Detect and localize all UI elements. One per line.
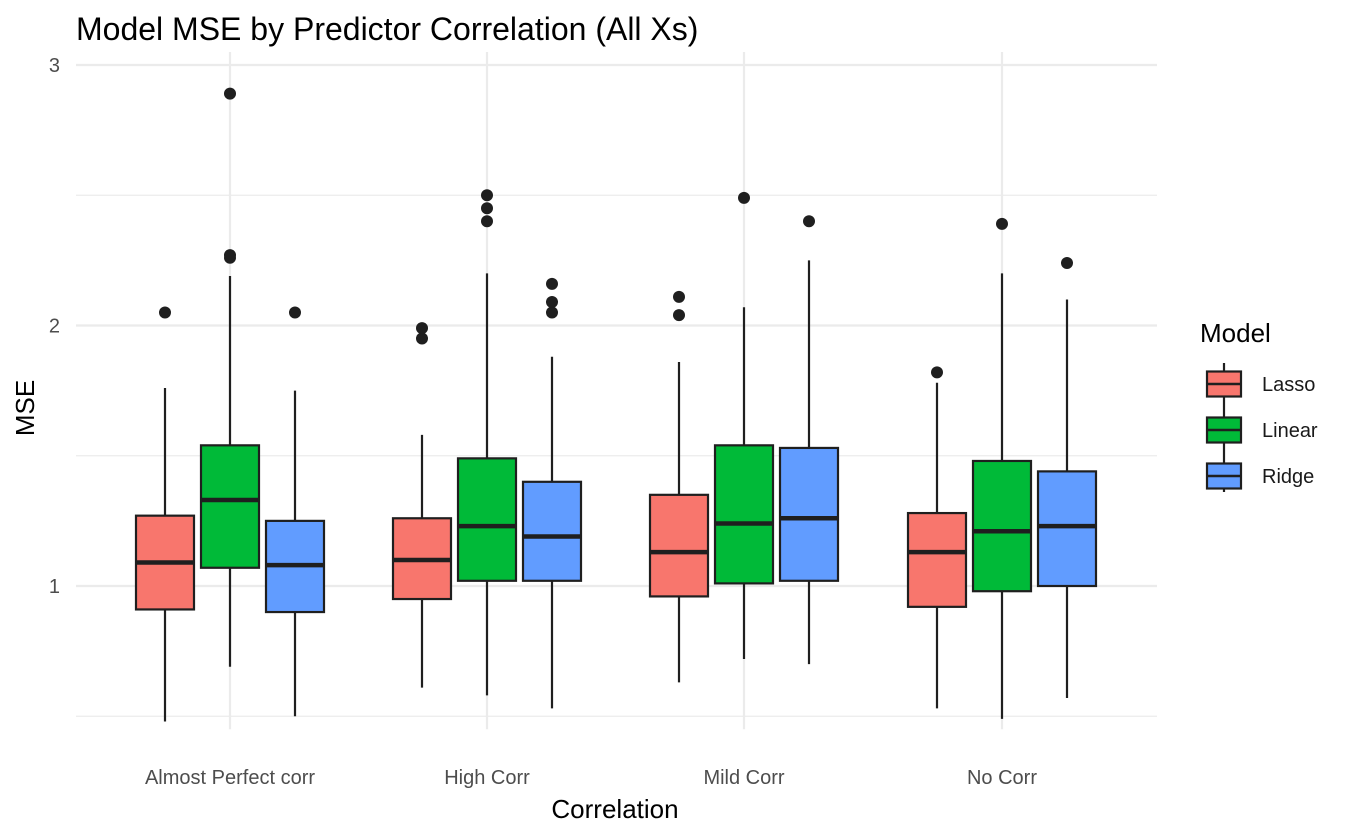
box-linear [199, 87, 261, 667]
x-tick-label: No Corr [967, 767, 1037, 789]
x-axis-ticks: Almost Perfect corr High Corr Mild Corr No … [145, 767, 1037, 789]
box-body [521, 480, 583, 582]
box-ridge [778, 215, 840, 665]
y-tick-label: 3 [49, 55, 60, 77]
box-lasso [906, 366, 968, 709]
outlier-point [159, 306, 171, 319]
box-linear [456, 189, 518, 696]
legend-label-ridge: Ridge [1262, 466, 1314, 488]
chart-title: Model MSE by Predictor Correlation (All … [76, 11, 698, 47]
legend-label-lasso: Lasso [1262, 374, 1315, 396]
outlier-point [481, 189, 493, 202]
outlier-point [738, 191, 750, 204]
outlier-point [931, 366, 943, 379]
box-body [971, 459, 1033, 593]
outlier-point [224, 87, 236, 100]
plot-grid [76, 51, 1157, 730]
box-body [648, 493, 710, 598]
outlier-point [481, 215, 493, 228]
box-body [1036, 470, 1098, 588]
x-tick-label: Almost Perfect corr [145, 767, 315, 789]
outlier-point [289, 306, 301, 319]
series-linear [199, 87, 1033, 719]
outlier-point [803, 215, 815, 228]
y-tick-label: 2 [49, 316, 60, 338]
box-ridge [264, 306, 326, 717]
box-linear [713, 191, 775, 659]
outlier-point [1061, 256, 1073, 269]
box-lasso [648, 290, 710, 683]
legend-label-linear: Linear [1262, 420, 1318, 442]
outlier-point [416, 322, 428, 335]
box-body [906, 511, 968, 608]
outlier-point [673, 290, 685, 303]
box-body [199, 444, 261, 569]
box-linear [971, 217, 1033, 719]
y-tick-label: 1 [49, 576, 60, 598]
outlier-point [481, 202, 493, 215]
box-lasso [391, 322, 453, 688]
outlier-point [673, 309, 685, 322]
outlier-point [224, 249, 236, 262]
box-ridge [521, 277, 583, 709]
box-lasso [134, 306, 196, 722]
series-ridge [264, 215, 1098, 717]
legend-title: Model [1200, 318, 1271, 348]
box-series [134, 87, 1098, 722]
y-axis-title: MSE [10, 380, 40, 436]
box-body [713, 444, 775, 585]
outlier-point [996, 217, 1008, 230]
x-tick-label: Mild Corr [703, 767, 784, 789]
x-tick-label: High Corr [444, 767, 530, 789]
y-axis-ticks: 1 2 3 [49, 55, 60, 598]
outlier-point [546, 277, 558, 290]
box-body [456, 457, 518, 582]
box-ridge [1036, 256, 1098, 699]
box-body [778, 446, 840, 582]
x-axis-title: Correlation [551, 794, 678, 824]
outlier-point [416, 332, 428, 345]
series-lasso [134, 290, 968, 722]
outlier-point [546, 306, 558, 319]
outlier-point [546, 296, 558, 309]
legend: Model Lasso Linear Ridge [1200, 318, 1318, 492]
